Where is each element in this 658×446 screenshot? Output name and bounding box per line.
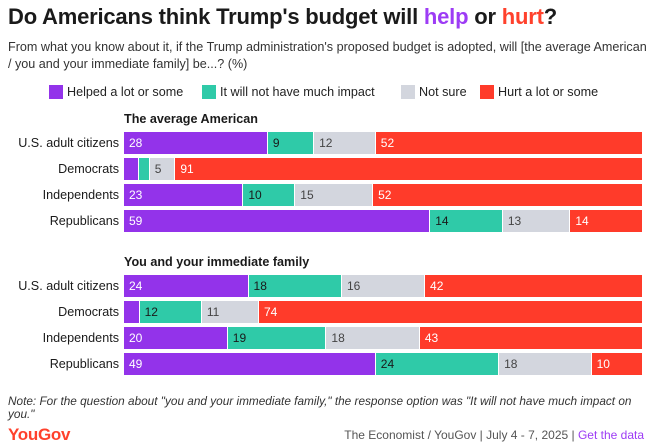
bar-segment-not-sure: 11	[201, 301, 258, 323]
bar-segment-not-much: 14	[430, 210, 502, 232]
title-prefix: Do Americans think Trump's budget will	[8, 4, 424, 29]
source-text: The Economist / YouGov | July 4 - 7, 202…	[344, 428, 578, 442]
bar-segment-not-much: 9	[267, 132, 314, 154]
data-label: 18	[253, 279, 267, 293]
bar-segment-not-much: 19	[227, 327, 326, 349]
legend-item-not-sure: Not sure	[401, 85, 467, 99]
bar-segment-helped: 23	[124, 184, 243, 206]
title-suffix: ?	[543, 4, 557, 29]
bar-segment-not-much: 10	[243, 184, 295, 206]
bar-segment-helped: 59	[124, 210, 430, 232]
data-label: 9	[272, 136, 280, 150]
bar-segment-not-much: 12	[139, 301, 201, 323]
row-label: Democrats	[58, 305, 119, 319]
bar-segment-helped: 49	[124, 353, 375, 375]
data-label: 23	[129, 188, 143, 202]
data-label: 14	[575, 214, 589, 228]
chart-note: Note: For the question about "you and yo…	[8, 394, 632, 421]
legend-swatch-helped	[49, 85, 63, 99]
bar-segment-helped: 24	[124, 275, 248, 297]
bar-segment-hurt: 52	[373, 184, 642, 206]
bar-segment-hurt: 10	[591, 353, 642, 375]
data-label: 14	[435, 214, 449, 228]
section-title: You and your immediate family	[124, 255, 310, 269]
row-label: Democrats	[58, 162, 119, 176]
bar-segment-hurt: 43	[419, 327, 642, 349]
data-label: 20	[129, 331, 143, 345]
data-label: 12	[144, 305, 158, 319]
bar-segment-not-much: 24	[375, 353, 499, 375]
data-label: 42	[430, 279, 444, 293]
legend-label-not-sure: Not sure	[419, 85, 467, 99]
bar-segment-helped: 20	[124, 327, 227, 349]
title-help-word: help	[423, 4, 469, 29]
legend-swatch-not-sure	[401, 85, 415, 99]
data-label: 12	[319, 136, 333, 150]
bar-segment-not-sure: 15	[295, 184, 373, 206]
row-label: U.S. adult citizens	[18, 136, 119, 150]
data-label: 10	[596, 357, 610, 371]
data-label: 5	[154, 162, 162, 176]
data-label: 24	[129, 279, 143, 293]
data-label: 16	[346, 279, 361, 293]
chart-title: Do Americans think Trump's budget will h…	[8, 4, 557, 30]
bar-segment-not-sure: 18	[499, 353, 591, 375]
get-the-data-link[interactable]: Get the data	[577, 428, 644, 442]
data-label: 74	[263, 305, 278, 319]
bar-segment-hurt: 14	[570, 210, 642, 232]
legend-swatch-hurt	[480, 85, 494, 99]
bar-segment-hurt: 42	[425, 275, 642, 297]
bar-segment-hurt: 52	[375, 132, 642, 154]
row-label: Independents	[42, 331, 119, 345]
data-label: 59	[129, 214, 143, 228]
data-label: 19	[232, 331, 247, 345]
data-label: 10	[248, 188, 262, 202]
bar-segment-hurt: 91	[175, 158, 642, 180]
title-hurt-word: hurt	[501, 4, 544, 29]
data-label: 24	[380, 357, 395, 371]
bar-segment-helped	[124, 301, 139, 323]
legend-label-not-much: It will not have much impact	[220, 85, 375, 99]
legend-item-not-much: It will not have much impact	[202, 85, 375, 99]
row-label: Independents	[42, 188, 119, 202]
legend-item-helped: Helped a lot or some	[49, 85, 183, 99]
data-label: 18	[504, 357, 518, 371]
bar-segment-helped: 28	[124, 132, 267, 154]
legend-item-hurt: Hurt a lot or some	[480, 85, 598, 99]
data-label: 52	[380, 136, 395, 150]
data-label: 15	[300, 188, 314, 202]
data-label: 18	[331, 331, 345, 345]
yougov-logo: YouGov	[8, 425, 71, 444]
data-label: 28	[129, 136, 143, 150]
legend-label-hurt: Hurt a lot or some	[498, 85, 599, 99]
data-label: 43	[424, 331, 439, 345]
source-line: The Economist / YouGov | July 4 - 7, 202…	[344, 428, 644, 442]
data-label: 91	[180, 162, 194, 176]
data-label: 49	[129, 357, 143, 371]
row-label: U.S. adult citizens	[18, 279, 119, 293]
data-label: 13	[507, 214, 522, 228]
legend-label-helped: Helped a lot or some	[67, 85, 184, 99]
chart-subtitle: From what you know about it, if the Trum…	[8, 40, 647, 71]
legend-swatch-not-much	[202, 85, 216, 99]
bar-segment-not-much: 18	[248, 275, 341, 297]
title-mid: or	[468, 4, 502, 29]
bar-segment-not-sure: 12	[314, 132, 375, 154]
bar-segment-not-much	[139, 158, 149, 180]
row-label: Republicans	[49, 357, 119, 371]
data-label: 11	[206, 305, 220, 319]
bar-segment-not-sure: 16	[341, 275, 424, 297]
bar-segment-not-sure: 5	[149, 158, 175, 180]
bar-segment-helped	[124, 158, 139, 180]
row-label: Republicans	[49, 214, 119, 228]
section-title: The average American	[124, 112, 258, 126]
bar-segment-not-sure: 18	[326, 327, 419, 349]
data-label: 52	[378, 188, 392, 202]
bar-segment-hurt: 74	[258, 301, 642, 323]
bar-segment-not-sure: 13	[502, 210, 570, 232]
